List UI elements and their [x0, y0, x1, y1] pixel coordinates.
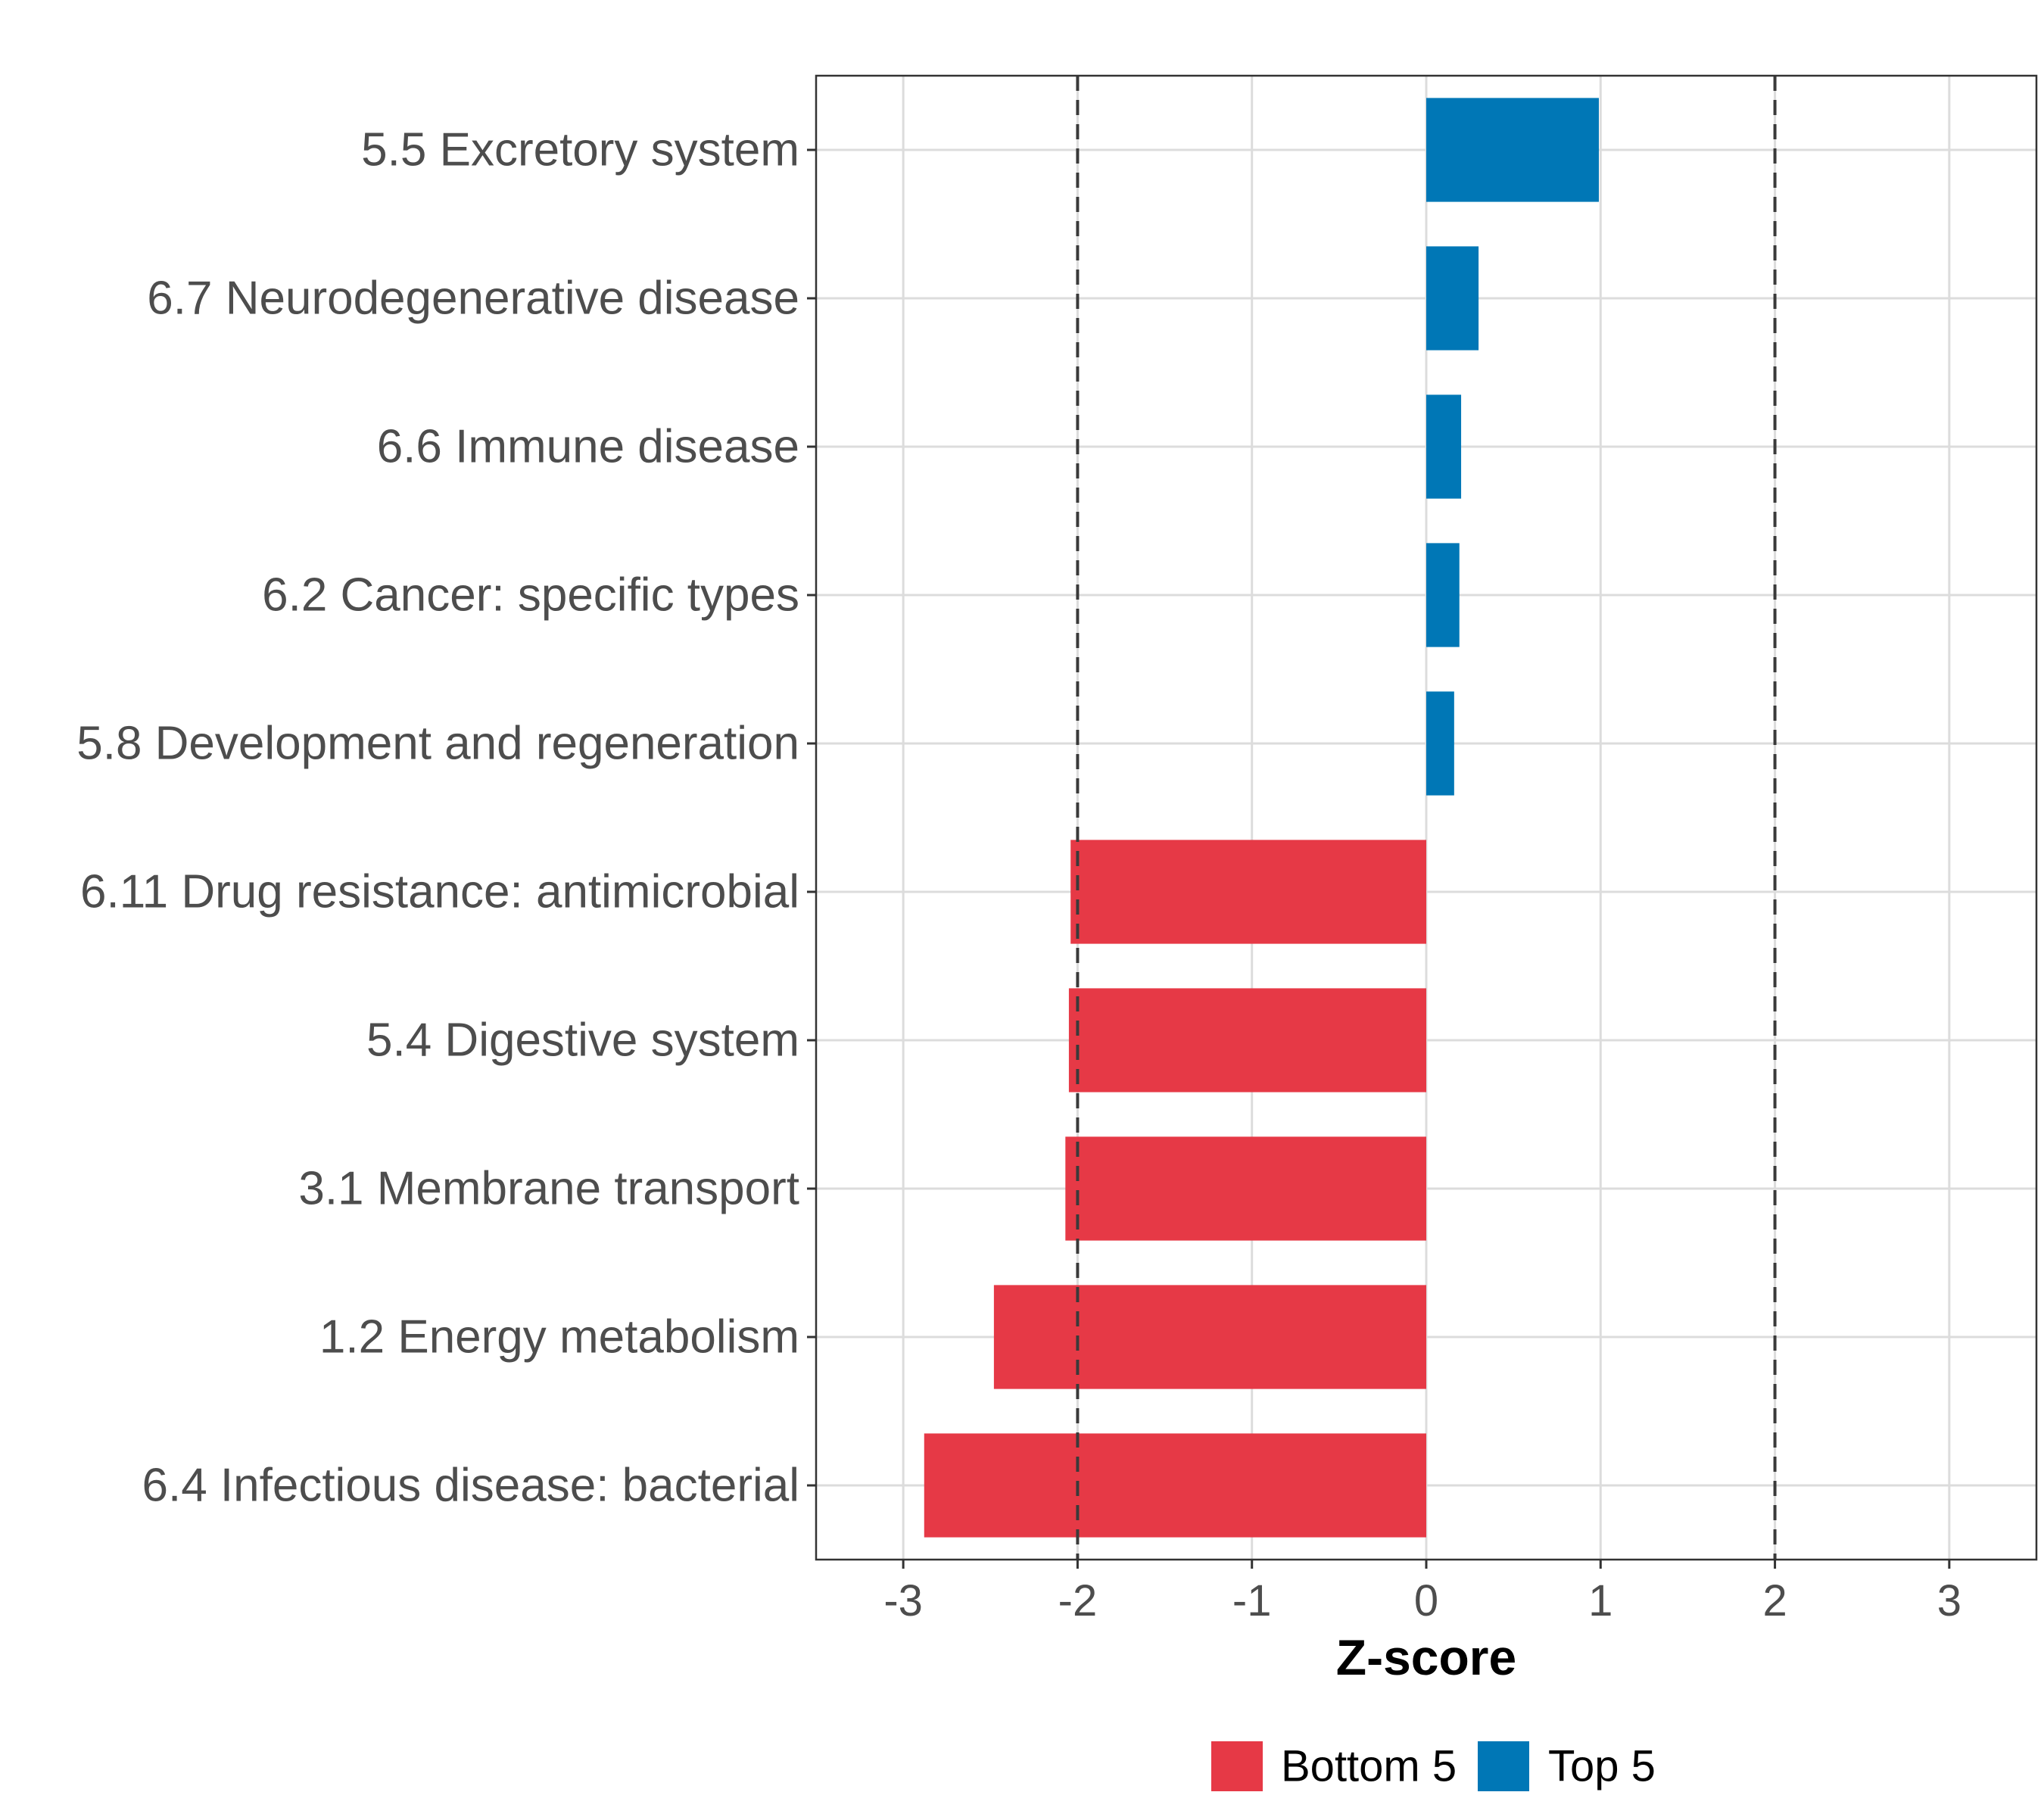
x-tick-label: 2 [1762, 1576, 1787, 1625]
legend-label: Bottom 5 [1281, 1742, 1457, 1791]
y-tick-label: 1.2 Energy metabolism [319, 1311, 799, 1364]
y-axis: 5.5 Excretory system 6.7 Neurodegenerativ… [76, 124, 816, 1512]
legend-label: Top 5 [1548, 1742, 1656, 1791]
bar [1426, 691, 1454, 796]
bar [1070, 840, 1426, 944]
legend-swatch [1211, 1741, 1263, 1791]
y-tick-label: 5.5 Excretory system [361, 124, 799, 176]
bar [1068, 988, 1426, 1092]
y-tick-label: 5.8 Development and regeneration [76, 718, 799, 770]
x-tick-label: -3 [883, 1576, 923, 1625]
y-tick-label: 6.11 Drug resistance: antimicrobial [80, 866, 799, 918]
bar [1065, 1136, 1426, 1241]
x-tick-label: -2 [1058, 1576, 1098, 1625]
legend: Bottom 5 Top 5 [1211, 1741, 1656, 1791]
bar [924, 1433, 1426, 1538]
x-tick-label: 0 [1414, 1576, 1438, 1625]
y-tick-label: 6.4 Infectious disease: bacterial [142, 1460, 799, 1512]
x-axis: -3 -2 -1 0 1 2 3 [883, 1560, 1961, 1625]
x-tick-label: -1 [1232, 1576, 1272, 1625]
y-tick-label: 3.1 Membrane transport [298, 1163, 799, 1215]
y-tick-label: 6.7 Neurodegenerative disease [147, 273, 799, 325]
bar [1426, 246, 1479, 351]
bar [1426, 543, 1460, 647]
bar [1426, 98, 1599, 202]
x-tick-label: 3 [1937, 1576, 1961, 1625]
y-tick-label: 5.4 Digestive system [366, 1014, 799, 1067]
bars [924, 98, 1599, 1538]
x-axis-title: Z-score [1336, 1629, 1516, 1685]
reference-lines [1076, 76, 1777, 1560]
x-tick-label: 1 [1588, 1576, 1612, 1625]
y-tick-label: 6.2 Cancer: specific types [262, 569, 799, 622]
legend-swatch [1478, 1741, 1529, 1791]
y-tick-label: 6.6 Immune disease [377, 421, 799, 473]
bar [1426, 394, 1462, 499]
bar [993, 1285, 1426, 1389]
